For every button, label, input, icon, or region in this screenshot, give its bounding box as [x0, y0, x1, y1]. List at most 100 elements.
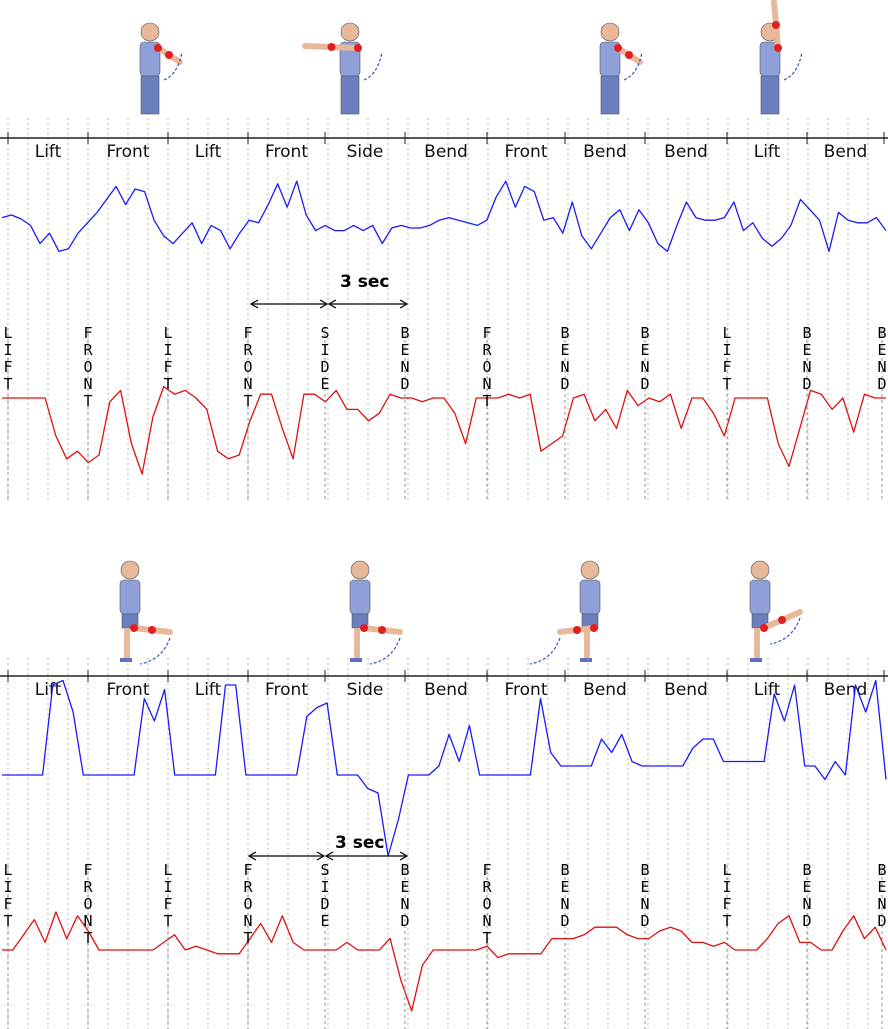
segment-marker-letter: F: [3, 358, 12, 376]
segment-marker-letter: R: [243, 878, 253, 896]
segment-marker-letter: O: [83, 358, 92, 376]
segment-marker-letter: L: [3, 324, 12, 342]
segment-marker-letter: N: [83, 912, 92, 930]
segment-marker-letter: F: [243, 861, 252, 879]
segment-marker-letter: D: [877, 375, 886, 393]
segment-marker-letter: D: [320, 895, 329, 913]
duration-label: 3 sec: [340, 272, 389, 292]
segment-marker-letter: N: [400, 895, 409, 913]
segment-marker-letter: I: [163, 878, 172, 896]
segment-marker-letter: E: [802, 341, 811, 359]
gridlines: [7, 658, 869, 1029]
segment-marker-letter: N: [560, 895, 569, 913]
segment-marker-letter: R: [482, 341, 492, 359]
chart-panel-1: Lift Front Lift Front Side Bend Front Bend Bend L…: [0, 0, 888, 500]
segment-marker-letter: D: [640, 375, 649, 393]
segment-marker-letter: N: [482, 375, 491, 393]
segment-marker-letter: T: [83, 929, 92, 947]
exercise-figure-2-4: [749, 560, 803, 662]
segment-marker-letter: I: [722, 341, 731, 359]
segment-marker-letter: E: [400, 341, 409, 359]
segment-marker-letter: D: [400, 375, 409, 393]
segment-label: Lift: [195, 680, 222, 700]
segment-marker-letter: F: [163, 895, 172, 913]
segment-marker-letter: N: [640, 358, 649, 376]
segment-marker-letter: B: [877, 861, 886, 879]
segment-marker-letter: B: [400, 861, 409, 879]
segment-label: Bend: [583, 680, 627, 700]
segment-marker-letter: E: [877, 878, 886, 896]
segment-marker-letter: N: [802, 358, 811, 376]
segment-marker-letter: E: [640, 341, 649, 359]
exercise-figure-1-3: [599, 22, 643, 115]
series-line-red: [2, 911, 887, 1012]
segment-marker-letter: I: [3, 341, 12, 359]
segment-label: Bend: [664, 142, 708, 162]
segment-marker-letter: B: [640, 324, 649, 342]
segment-label: Front: [505, 680, 548, 700]
segment-label: Lift: [754, 142, 781, 162]
exercise-figure-2-2: [349, 560, 403, 665]
segment-marker-letter: B: [877, 324, 886, 342]
series-line-blue: [1, 180, 887, 253]
segment-marker-letter: N: [400, 358, 409, 376]
segment-marker-letter: O: [243, 895, 252, 913]
segment-marker-letter: S: [320, 861, 329, 879]
segment-marker-letter: E: [560, 341, 569, 359]
segment-marker-letter: B: [400, 324, 409, 342]
duration-annotation: 3 sec: [249, 272, 409, 309]
segment-label: Lift: [195, 142, 222, 162]
segment-label: Lift: [35, 680, 62, 700]
segment-marker-letter: T: [482, 392, 491, 410]
series-line-blue: [2, 679, 887, 857]
segment-marker-letter: N: [802, 895, 811, 913]
segment-marker-letter: D: [802, 375, 811, 393]
segment-marker-letter: D: [400, 912, 409, 930]
exercise-figure-1-2: [302, 22, 383, 115]
segment-marker-letter: F: [83, 324, 92, 342]
segment-marker-letter: B: [802, 324, 811, 342]
segment-label: Front: [265, 680, 308, 700]
exercise-figure-2-1: [119, 560, 173, 665]
segment-marker-letter: N: [560, 358, 569, 376]
duration-label: 3 sec: [335, 833, 384, 853]
segment-marker-letter: R: [83, 878, 93, 896]
segment-marker-letter: E: [400, 878, 409, 896]
segment-marker-letter: B: [560, 861, 569, 879]
segment-label: Side: [347, 142, 384, 162]
segment-marker-letter: N: [877, 895, 886, 913]
segment-marker-letter: F: [243, 324, 252, 342]
segment-marker-letter: F: [482, 861, 491, 879]
exercise-figure-1-4: [759, 0, 803, 115]
segment-marker-letter: N: [482, 912, 491, 930]
segment-marker-letter: D: [640, 912, 649, 930]
segment-marker-letter: R: [243, 341, 253, 359]
segment-label: Bend: [824, 680, 868, 700]
segment-label: Front: [107, 142, 150, 162]
segment-marker-letter: D: [320, 358, 329, 376]
segment-marker-letter: B: [802, 861, 811, 879]
segment-marker-letter: D: [560, 912, 569, 930]
segment-marker-letter: N: [877, 358, 886, 376]
segment-marker-letter: O: [83, 895, 92, 913]
segment-marker-letter: E: [877, 341, 886, 359]
segment-label: Front: [505, 142, 548, 162]
segment-marker-letter: N: [243, 375, 252, 393]
